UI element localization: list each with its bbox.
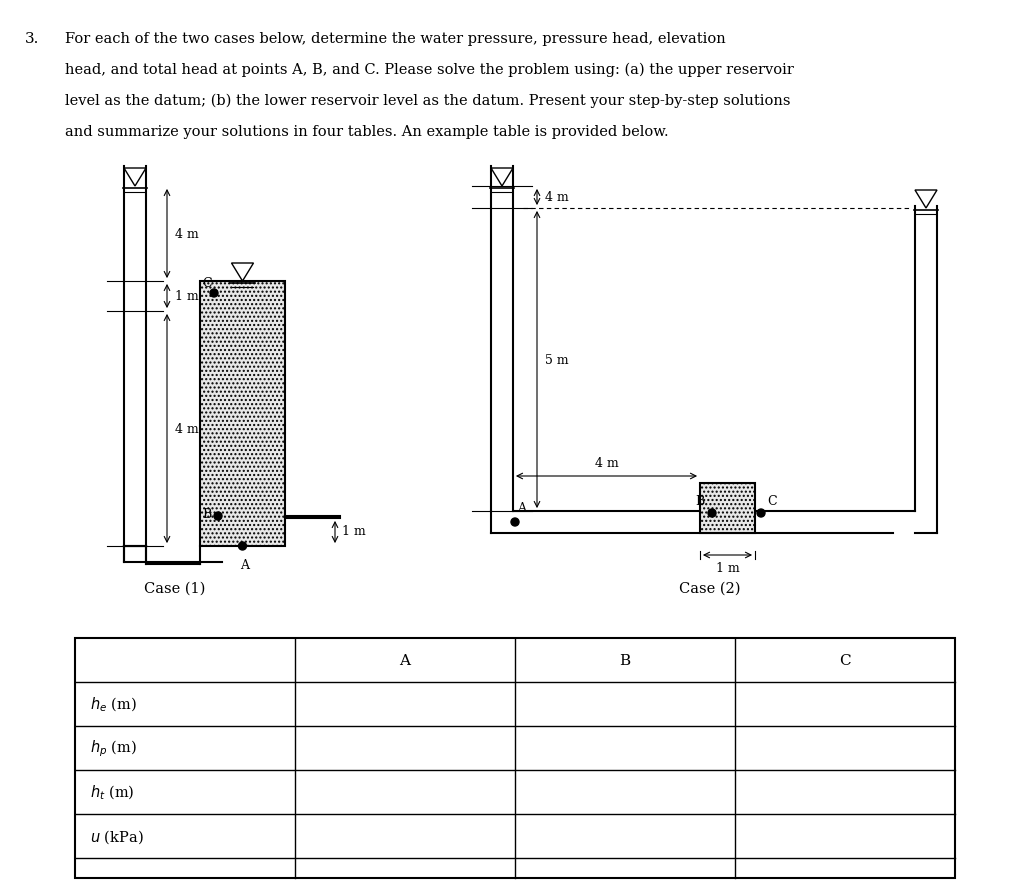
Circle shape xyxy=(239,542,247,550)
Text: 1 m: 1 m xyxy=(175,291,199,303)
Text: level as the datum; (b) the lower reservoir level as the datum. Present your ste: level as the datum; (b) the lower reserv… xyxy=(65,94,791,108)
Bar xyxy=(75,638,955,878)
Text: A: A xyxy=(517,501,526,515)
Text: Case (2): Case (2) xyxy=(679,581,740,595)
Text: B: B xyxy=(203,508,212,521)
Text: 4 m: 4 m xyxy=(595,456,618,470)
Text: Case (1): Case (1) xyxy=(144,581,206,595)
Text: A: A xyxy=(399,653,411,667)
Text: 3.: 3. xyxy=(25,32,39,46)
Bar xyxy=(200,282,285,547)
Circle shape xyxy=(214,512,222,520)
Text: A: A xyxy=(240,558,249,571)
Circle shape xyxy=(210,290,218,298)
Text: For each of the two cases below, determine the water pressure, pressure head, el: For each of the two cases below, determi… xyxy=(65,32,726,46)
Text: 4 m: 4 m xyxy=(175,423,199,436)
Polygon shape xyxy=(915,190,937,209)
Text: 1 m: 1 m xyxy=(342,525,366,538)
Text: 5 m: 5 m xyxy=(545,354,568,367)
Circle shape xyxy=(708,509,716,517)
Polygon shape xyxy=(231,264,254,282)
Text: C: C xyxy=(840,653,851,667)
Text: B: B xyxy=(620,653,631,667)
Circle shape xyxy=(757,509,765,517)
Text: B: B xyxy=(695,494,705,508)
Text: C: C xyxy=(767,494,776,508)
Circle shape xyxy=(511,518,519,526)
Polygon shape xyxy=(124,169,146,187)
Polygon shape xyxy=(490,169,513,187)
Text: 1 m: 1 m xyxy=(716,562,739,574)
Text: $h_t$ (m): $h_t$ (m) xyxy=(90,783,134,801)
Text: $h_e$ (m): $h_e$ (m) xyxy=(90,695,137,713)
Text: 4 m: 4 m xyxy=(175,228,199,241)
Text: 4 m: 4 m xyxy=(545,191,568,205)
Bar xyxy=(700,484,755,533)
Text: and summarize your solutions in four tables. An example table is provided below.: and summarize your solutions in four tab… xyxy=(65,125,669,139)
Text: C: C xyxy=(202,276,212,290)
Text: head, and total head at points A, B, and C. Please solve the problem using: (a) : head, and total head at points A, B, and… xyxy=(65,63,794,77)
Text: $h_p$ (m): $h_p$ (m) xyxy=(90,738,137,758)
Text: $u$ (kPa): $u$ (kPa) xyxy=(90,828,143,845)
